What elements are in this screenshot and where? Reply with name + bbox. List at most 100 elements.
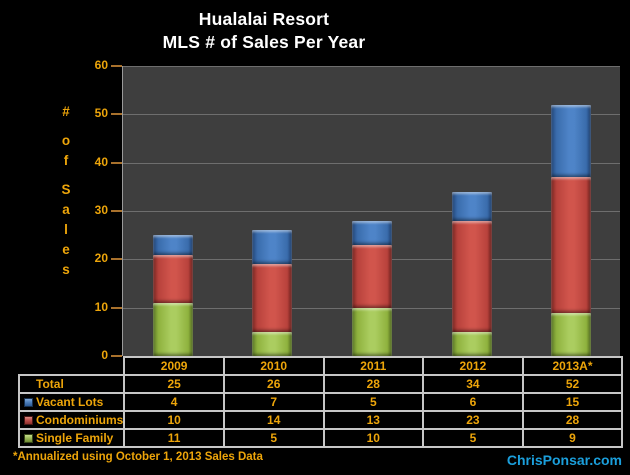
- y-tick-mark-60: [111, 65, 122, 67]
- bar-segment-2009-condominiums: [152, 254, 193, 303]
- y-tick-mark-10: [111, 306, 122, 309]
- row-label-text: Condominiums: [36, 413, 124, 427]
- year-header-cell: 2009: [123, 356, 225, 376]
- bar-segment-2012-vacant-lots: [451, 191, 492, 221]
- table-value-cell: 5: [222, 428, 325, 448]
- y-tick-mark-40: [111, 161, 122, 164]
- plot-area: [122, 66, 620, 356]
- row-label-condominiums: Condominiums: [17, 410, 126, 430]
- table-value-cell: 9: [521, 428, 624, 448]
- year-header-cell: 2013A*: [521, 356, 624, 376]
- data-table-body: 2009 2010 2011 2012 2013A* Total 25 26 28 34 52 Vac…: [17, 356, 624, 448]
- y-tick-label-10: 10: [94, 299, 108, 314]
- y-tick-label-50: 50: [94, 106, 108, 121]
- legend-key-icon: [24, 415, 33, 425]
- table-corner-cell: [19, 357, 124, 375]
- table-value-cell: 11: [123, 428, 225, 448]
- row-label-text: Vacant Lots: [36, 395, 104, 409]
- table-value-cell: 5: [422, 428, 524, 448]
- y-tick-mark-50: [111, 113, 122, 116]
- table-value-cell: 28: [521, 410, 624, 430]
- legend-key-icon: [24, 397, 33, 407]
- table-row: Single Family 11 5 10 5 9: [17, 428, 624, 448]
- data-table: 2009 2010 2011 2012 2013A* Total 25 26 28 34 52 Vac…: [17, 356, 624, 448]
- y-tick-label-60: 60: [94, 58, 108, 72]
- gridline-30: [123, 211, 620, 212]
- table-value-cell: 4: [123, 392, 225, 412]
- table-value-cell: 7: [222, 392, 325, 412]
- bar-segment-2009-single-family: [152, 302, 193, 356]
- legend-key-icon: [24, 433, 33, 443]
- year-header-cell: 2012: [422, 356, 524, 376]
- y-tick-label-20: 20: [94, 251, 108, 266]
- y-axis-title-gap: [56, 171, 76, 180]
- table-value-cell: 52: [521, 374, 624, 394]
- y-tick-mark-30: [111, 210, 122, 212]
- row-label-text: Total: [36, 377, 64, 391]
- chart-title-line1: Hualalai Resort: [198, 9, 330, 29]
- row-label-inner: Condominiums: [24, 413, 123, 427]
- credit-link[interactable]: ChrisPonsar.com: [506, 452, 622, 468]
- year-header-cell: 2011: [322, 356, 425, 376]
- table-row: Vacant Lots 4 7 5 6 15: [17, 392, 624, 412]
- chart-title-line2: MLS # of Sales Per Year: [162, 32, 366, 52]
- bar-segment-2011-vacant-lots: [352, 220, 392, 245]
- y-tick-label-30: 30: [94, 203, 108, 217]
- y-tick-mark-0: [111, 355, 122, 357]
- row-label-text: Single Family: [36, 431, 114, 445]
- row-label-inner: Vacant Lots: [24, 395, 123, 409]
- y-axis-title-char: s: [62, 262, 70, 277]
- table-value-cell: 13: [322, 410, 425, 430]
- gridline-50: [123, 114, 620, 116]
- y-tick-label-40: 40: [94, 154, 108, 169]
- bar-segment-2013A-condominiums: [551, 177, 592, 313]
- table-header-row: 2009 2010 2011 2012 2013A*: [19, 356, 624, 376]
- bar-segment-2013A-single-family: [551, 312, 592, 356]
- y-tick-mark-20: [111, 258, 122, 261]
- table-row: Total 25 26 28 34 52: [17, 374, 624, 394]
- year-header-cell: 2010: [222, 356, 325, 376]
- row-label-inner: Single Family: [24, 431, 123, 445]
- bar-segment-2009-vacant-lots: [152, 235, 193, 255]
- table-value-cell: 28: [322, 374, 425, 394]
- table-value-cell: 5: [322, 392, 425, 412]
- y-axis-title-char: l: [64, 222, 68, 237]
- table-value-cell: 34: [422, 374, 524, 394]
- table-value-cell: 6: [422, 392, 524, 412]
- bar-segment-2011-condominiums: [352, 244, 392, 308]
- annualized-note: *Annualized using October 1, 2013 Sales …: [13, 451, 263, 463]
- table-value-cell: 10: [322, 428, 425, 448]
- y-axis-title-char: #: [62, 104, 70, 119]
- table-value-cell: 25: [123, 374, 225, 394]
- bar-segment-2010-condominiums: [252, 264, 293, 332]
- bar-segment-2010-single-family: [252, 331, 293, 356]
- row-label-single-family: Single Family: [17, 428, 126, 448]
- bar-segment-2013A-vacant-lots: [551, 104, 592, 178]
- table-value-cell: 15: [521, 392, 624, 412]
- row-label-total: Total: [17, 374, 126, 394]
- y-axis-title-char: S: [61, 182, 71, 197]
- gridline-40: [123, 162, 620, 164]
- bar-segment-2012-single-family: [451, 331, 492, 356]
- bar-segment-2011-single-family: [352, 307, 392, 356]
- table-value-cell: 10: [123, 410, 225, 430]
- bar-segment-2010-vacant-lots: [252, 230, 293, 265]
- row-label-inner: Total: [24, 377, 123, 391]
- row-label-vacant-lots: Vacant Lots: [17, 392, 126, 412]
- y-axis-title-char: f: [63, 153, 69, 168]
- table-value-cell: 26: [222, 374, 325, 394]
- y-axis-title-char: o: [61, 133, 71, 148]
- table-value-cell: 14: [222, 410, 325, 430]
- y-axis-title-char: e: [62, 242, 70, 257]
- table-row: Condominiums 10 14 13 23 28: [17, 410, 624, 430]
- table-value-cell: 23: [422, 410, 524, 430]
- y-axis-title-char: a: [62, 202, 70, 217]
- chart-title: Hualalai Resort MLS # of Sales Per Year: [0, 8, 528, 54]
- y-axis-title-gap: [56, 122, 76, 131]
- y-tick-label-0: 0: [101, 348, 108, 362]
- gridline-60: [123, 66, 620, 67]
- bar-segment-2012-condominiums: [451, 220, 492, 332]
